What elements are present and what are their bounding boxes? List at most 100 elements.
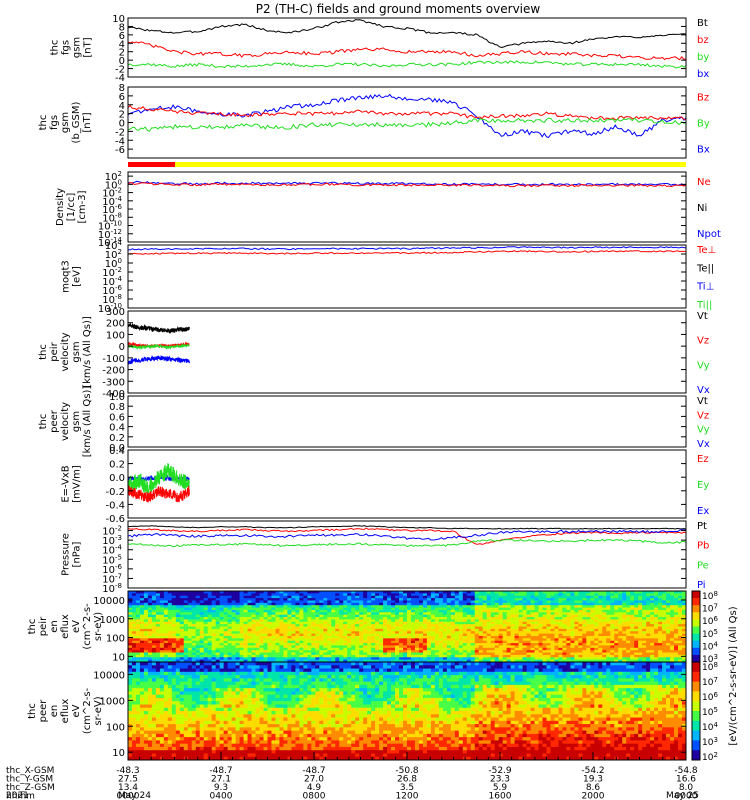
heat-cell — [558, 633, 563, 637]
heat-cell — [167, 662, 173, 666]
heat-cell — [363, 654, 368, 658]
heat-cell — [135, 694, 141, 699]
heat-cell — [263, 628, 268, 632]
heat-cell — [462, 624, 468, 627]
heat-cell — [235, 605, 240, 608]
heat-cell — [147, 602, 153, 606]
heat-cell — [183, 617, 189, 620]
heat-cell — [602, 624, 607, 627]
heat-cell — [219, 652, 225, 656]
heat-cell — [235, 602, 240, 606]
heat-cell — [195, 619, 201, 623]
heat-cell — [171, 605, 177, 608]
heat-cell — [558, 591, 563, 594]
heat-cell — [303, 605, 308, 608]
heat-cell — [223, 624, 229, 627]
heat-cell — [666, 633, 671, 637]
heat-cell — [307, 640, 312, 644]
heat-cell — [430, 650, 436, 653]
heat-cell — [630, 640, 635, 644]
heat-cell — [642, 593, 647, 597]
heat-cell — [211, 631, 217, 634]
heat-cell — [291, 609, 296, 613]
heat-cell — [490, 607, 496, 611]
heat-cell — [674, 635, 679, 639]
heat-cell — [590, 614, 595, 618]
heat-cell — [538, 638, 543, 642]
heat-cell — [582, 605, 587, 608]
heat-cell — [482, 602, 488, 606]
heat-cell — [542, 617, 547, 620]
heat-cell — [315, 598, 320, 601]
heat-cell — [506, 654, 512, 658]
heat-cell — [518, 593, 523, 597]
heat-cell — [498, 640, 504, 644]
heat-cell — [586, 631, 591, 634]
heat-cell — [410, 657, 416, 661]
heat-cell — [682, 595, 687, 599]
heat-cell — [670, 643, 675, 646]
heat-cell — [371, 657, 376, 661]
heat-cell — [291, 643, 296, 646]
heat-cell — [462, 591, 468, 594]
heat-cell — [666, 595, 671, 599]
heat-cell — [578, 657, 583, 661]
heat-cell — [542, 650, 547, 653]
heat-cell — [426, 612, 432, 616]
heat-cell — [295, 595, 300, 599]
heat-cell — [450, 659, 456, 663]
heat-cell — [147, 614, 153, 618]
heat-cell — [183, 678, 189, 682]
heat-cell — [311, 645, 316, 649]
heat-cell — [403, 654, 408, 658]
heat-cell — [315, 654, 320, 658]
heat-cell — [602, 607, 607, 611]
heat-cell — [446, 635, 452, 639]
heat-cell — [387, 619, 392, 623]
heat-cell — [570, 640, 575, 644]
heat-cell — [506, 619, 512, 623]
heat-cell — [510, 657, 516, 661]
heat-cell — [550, 621, 555, 625]
heat-cell — [287, 640, 292, 644]
heat-cell — [670, 645, 675, 649]
heat-cell — [195, 633, 201, 637]
heat-cell — [630, 614, 635, 618]
heat-cell — [470, 595, 476, 599]
heat-cell — [128, 614, 133, 618]
heat-cell — [139, 654, 145, 658]
heat-cell — [219, 605, 225, 608]
heat-cell — [163, 697, 169, 702]
heat-cell — [594, 614, 599, 618]
heat-cell — [295, 609, 300, 613]
heat-cell — [347, 631, 352, 634]
heat-cell — [211, 612, 217, 616]
heat-cell — [391, 643, 396, 646]
heat-cell — [474, 626, 480, 630]
heat-cell — [650, 602, 655, 606]
heat-cell — [183, 621, 189, 625]
heat-cell — [139, 697, 145, 702]
heat-cell — [614, 657, 619, 661]
heat-cell — [674, 602, 679, 606]
heat-cell — [135, 640, 141, 644]
heat-cell — [654, 657, 659, 661]
heat-cell — [227, 614, 233, 618]
heat-cell — [642, 605, 647, 608]
heat-cell — [670, 628, 675, 632]
heat-cell — [319, 626, 324, 630]
heat-cell — [426, 633, 432, 637]
heat-cell — [514, 659, 519, 663]
heat-cell — [359, 595, 364, 599]
heat-cell — [478, 640, 484, 644]
heat-cell — [159, 688, 165, 692]
heat-cell — [259, 638, 264, 642]
heat-cell — [554, 633, 559, 637]
heat-cell — [227, 600, 233, 604]
heat-cell — [295, 635, 300, 639]
heat-cell — [410, 617, 416, 620]
heat-cell — [490, 654, 496, 658]
heat-cell — [143, 621, 149, 625]
heat-cell — [510, 612, 516, 616]
heat-cell — [319, 638, 324, 642]
